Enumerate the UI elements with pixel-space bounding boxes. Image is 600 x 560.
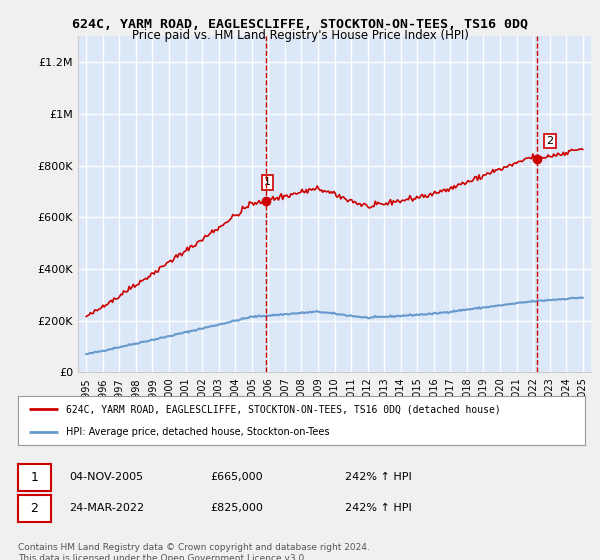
Text: 2: 2 [547, 136, 554, 146]
Text: 624C, YARM ROAD, EAGLESCLIFFE, STOCKTON-ON-TEES, TS16 0DQ: 624C, YARM ROAD, EAGLESCLIFFE, STOCKTON-… [72, 18, 528, 31]
Text: 242% ↑ HPI: 242% ↑ HPI [345, 472, 412, 482]
Text: Price paid vs. HM Land Registry's House Price Index (HPI): Price paid vs. HM Land Registry's House … [131, 29, 469, 42]
Text: 1: 1 [264, 178, 271, 188]
Text: HPI: Average price, detached house, Stockton-on-Tees: HPI: Average price, detached house, Stoc… [66, 427, 329, 437]
Text: Contains HM Land Registry data © Crown copyright and database right 2024.
This d: Contains HM Land Registry data © Crown c… [18, 543, 370, 560]
Text: 2: 2 [31, 502, 38, 515]
Text: 04-NOV-2005: 04-NOV-2005 [69, 472, 143, 482]
Text: 1: 1 [31, 471, 38, 484]
Text: 624C, YARM ROAD, EAGLESCLIFFE, STOCKTON-ON-TEES, TS16 0DQ (detached house): 624C, YARM ROAD, EAGLESCLIFFE, STOCKTON-… [66, 404, 501, 414]
Text: £665,000: £665,000 [210, 472, 263, 482]
Text: 24-MAR-2022: 24-MAR-2022 [69, 503, 144, 514]
Text: £825,000: £825,000 [210, 503, 263, 514]
Text: 242% ↑ HPI: 242% ↑ HPI [345, 503, 412, 514]
